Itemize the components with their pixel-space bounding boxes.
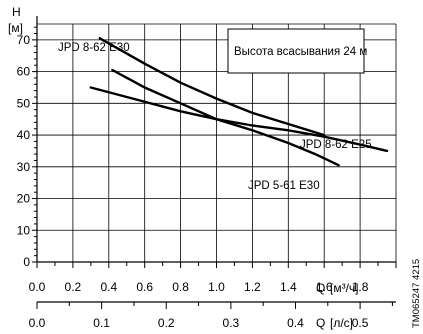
axes xyxy=(32,16,397,268)
x2-tick-label: 0.5 xyxy=(352,316,369,330)
x-axis-unit: [м³/ч] xyxy=(330,281,359,295)
x2-tick-label: 0.3 xyxy=(223,316,240,330)
x-tick-label: 0.0 xyxy=(29,280,46,294)
y-axis-unit: [м] xyxy=(8,21,23,35)
x-tick-label: 0.2 xyxy=(65,280,82,294)
y-tick-label: 20 xyxy=(17,192,31,206)
y-tick-label: 70 xyxy=(17,33,31,47)
y-tick-label: 10 xyxy=(17,223,31,237)
x2-tick-label: 0.1 xyxy=(93,316,110,330)
curve-jpd-5-61-e30 xyxy=(111,68,340,167)
curve-jpd-8-62-e30 xyxy=(98,37,326,137)
curve-jpd-8-62-e25 xyxy=(89,86,389,153)
curves xyxy=(89,37,389,167)
y-tick-label: 50 xyxy=(17,96,31,110)
y-axis-symbol: H xyxy=(12,5,21,19)
x-tick-label: 0.6 xyxy=(136,280,153,294)
secondary-x-axis: 0.0 0.1 0.2 0.3 0.4 0.5 xyxy=(29,301,396,330)
y-tick-label: 40 xyxy=(17,128,31,142)
x-tick-label: 1.2 xyxy=(244,280,261,294)
series-label-jpd-8-62-e30: JPD 8-62 E30 xyxy=(58,42,130,54)
x-tick-label: 1.8 xyxy=(352,280,369,294)
y-tick-label: 60 xyxy=(17,65,31,79)
legend-box xyxy=(227,28,365,74)
x-tick-label: 1.4 xyxy=(280,280,297,294)
x2-tick-label: 0.4 xyxy=(287,316,304,330)
series-label-jpd-8-62-e25: JPD 8-62 E25 xyxy=(300,139,372,151)
figure-code: TM065247 4215 xyxy=(411,259,422,328)
series-label-jpd-5-61-e30: JPD 5-61 E30 xyxy=(248,180,320,192)
x-tick-label: 0.4 xyxy=(100,280,117,294)
x2-tick-label: 0.2 xyxy=(158,316,175,330)
x-tick-labels: 0.0 0.2 0.4 0.6 0.8 1.0 1.2 1.4 1.6 1.8 xyxy=(29,280,369,294)
x2-axis-unit: [л/с] xyxy=(330,316,353,330)
legend-box-text: Высота всасывания 24 м xyxy=(234,46,367,58)
x-tick-label: 1.6 xyxy=(316,280,333,294)
x-tick-label: 1.0 xyxy=(208,280,225,294)
y-tick-label: 30 xyxy=(17,160,31,174)
x2-tick-label: 0.0 xyxy=(29,316,46,330)
y-tick-labels: 0 10 20 30 40 50 60 70 xyxy=(17,33,31,269)
x-tick-label: 0.8 xyxy=(172,280,189,294)
x2-axis-symbol: Q xyxy=(316,316,325,330)
x-axis-symbol: Q xyxy=(316,281,325,295)
y-tick-label: 0 xyxy=(23,255,30,269)
